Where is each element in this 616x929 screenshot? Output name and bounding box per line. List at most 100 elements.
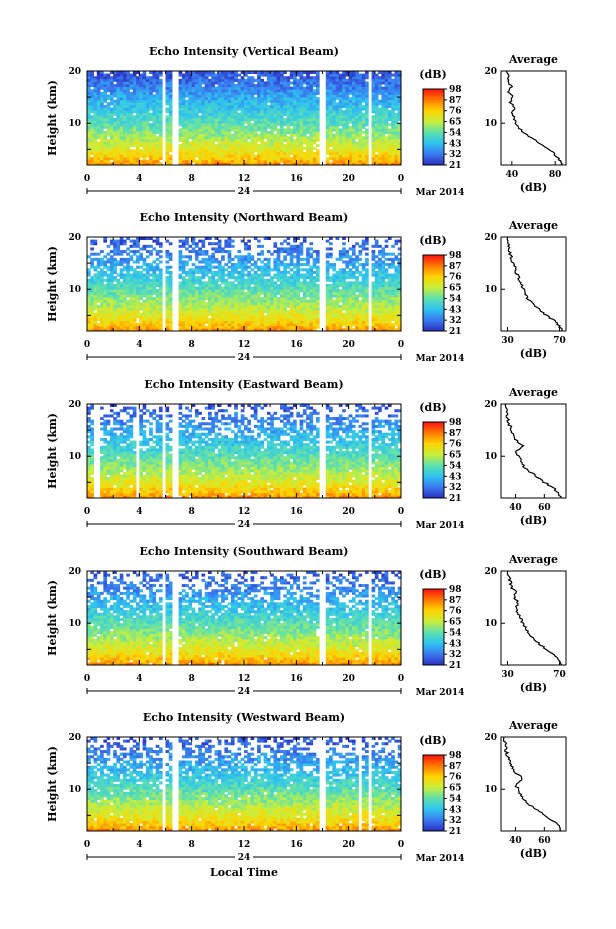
- heatmap-cell: [204, 78, 209, 82]
- heatmap-cell: [224, 307, 229, 311]
- heatmap-cell: [152, 118, 157, 122]
- heatmap-cell: [106, 110, 111, 114]
- heatmap-cell: [397, 125, 402, 129]
- colorbar-tick-label: 21: [449, 161, 462, 171]
- heatmap-cell: [214, 289, 219, 293]
- heatmap-cell: [299, 123, 304, 127]
- heatmap-cell: [250, 94, 255, 98]
- heatmap-cell: [194, 91, 199, 95]
- heatmap-cell: [266, 310, 271, 314]
- heatmap-cell: [250, 84, 255, 88]
- heatmap-cell: [129, 107, 134, 111]
- heatmap-cell: [296, 91, 300, 95]
- heatmap-cell: [293, 276, 297, 280]
- heatmap-cell: [211, 328, 215, 332]
- heatmap-cell: [90, 146, 94, 150]
- heatmap-cell: [122, 94, 127, 98]
- heatmap-cell: [325, 320, 330, 324]
- heatmap-cell: [391, 310, 395, 314]
- heatmap-cell: [90, 91, 94, 95]
- heatmap-cell: [87, 157, 91, 161]
- heatmap-cell: [371, 297, 376, 301]
- heatmap-cell: [201, 284, 206, 288]
- heatmap-cell: [342, 312, 346, 316]
- heatmap-cell: [257, 302, 261, 306]
- heatmap-cell: [106, 97, 111, 101]
- heatmap-cell: [260, 84, 265, 88]
- heatmap-cell: [263, 115, 268, 119]
- heatmap-cell: [361, 94, 366, 98]
- heatmap-cell: [289, 120, 294, 124]
- heatmap-cell: [397, 144, 402, 148]
- heatmap-cell: [132, 151, 137, 155]
- heatmap-cell: [397, 73, 402, 77]
- heatmap-cell: [342, 91, 346, 95]
- heatmap-cell: [152, 162, 157, 166]
- heatmap-cell: [289, 294, 294, 298]
- heatmap-cell: [378, 310, 382, 314]
- heatmap-cell: [132, 133, 137, 137]
- heatmap-cell: [250, 281, 255, 285]
- heatmap-cell: [296, 315, 300, 319]
- heatmap-cell: [158, 325, 163, 329]
- heatmap-cell: [96, 162, 101, 166]
- heatmap-cell: [397, 307, 402, 311]
- heatmap-cell: [234, 78, 238, 82]
- heatmap-cell: [279, 144, 284, 148]
- heatmap-cell: [312, 120, 317, 124]
- heatmap-cell: [132, 138, 137, 142]
- heatmap-cell: [240, 299, 245, 303]
- heatmap-cell: [312, 294, 317, 298]
- heatmap-cell: [109, 91, 114, 95]
- heatmap-cell: [378, 307, 382, 311]
- heatmap-cell: [309, 123, 314, 127]
- heatmap-cell: [185, 136, 189, 140]
- heatmap-cell: [109, 297, 114, 301]
- heatmap-cell: [381, 76, 386, 80]
- heatmap-cell: [87, 84, 91, 88]
- heatmap-cell: [122, 115, 127, 119]
- heatmap-cell: [253, 120, 258, 124]
- heatmap-cell: [136, 71, 140, 75]
- heatmap-cell: [247, 71, 251, 75]
- heatmap-cell: [365, 141, 369, 145]
- heatmap-cell: [132, 73, 137, 77]
- heatmap-cell: [201, 276, 206, 280]
- heatmap-cell: [100, 78, 104, 82]
- heatmap-cell: [234, 76, 238, 80]
- heatmap-cell: [365, 159, 369, 163]
- heatmap-cell: [338, 86, 343, 90]
- heatmap-cell: [299, 284, 304, 288]
- heatmap-cell: [181, 73, 186, 77]
- heatmap-cell: [230, 297, 235, 301]
- heatmap-cell: [358, 104, 363, 108]
- heatmap-cell: [178, 276, 183, 280]
- heatmap-cell: [355, 328, 359, 332]
- heatmap-cell: [158, 281, 163, 285]
- heatmap-cell: [116, 110, 121, 114]
- heatmap-cell: [224, 141, 229, 145]
- heatmap-cell: [381, 291, 386, 295]
- heatmap-cell: [227, 289, 232, 293]
- heatmap-cell: [270, 73, 274, 77]
- heatmap-cell: [355, 154, 359, 158]
- heatmap-cell: [371, 315, 376, 319]
- heatmap-cell: [387, 286, 392, 290]
- heatmap-cell: [119, 71, 124, 75]
- heatmap-cell: [338, 110, 343, 114]
- heatmap-cell: [185, 91, 189, 95]
- heatmap-cell: [149, 315, 153, 319]
- heatmap-cell: [106, 115, 111, 119]
- heatmap-cell: [257, 286, 261, 290]
- heatmap-cell: [181, 294, 186, 298]
- heatmap-cell: [244, 84, 248, 88]
- heatmap-cell: [188, 102, 193, 106]
- heatmap-cell: [119, 276, 124, 280]
- heatmap-cell: [87, 131, 91, 135]
- heatmap-cell: [338, 104, 343, 108]
- heatmap-cell: [132, 162, 137, 166]
- heatmap-cell: [152, 84, 157, 88]
- heatmap-cell: [387, 110, 392, 114]
- heatmap-cell: [266, 133, 271, 137]
- heatmap-cell: [387, 294, 392, 298]
